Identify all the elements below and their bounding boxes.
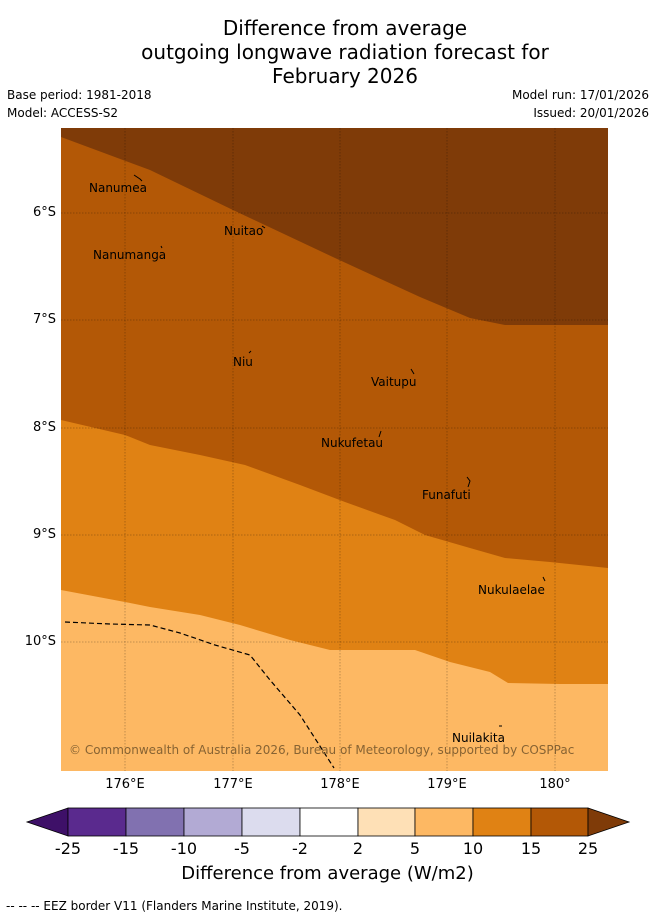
colorbar-tick: 15 <box>520 839 542 858</box>
place-label: Nuilakita <box>452 731 505 745</box>
y-tick-label: 6°S <box>32 205 56 220</box>
eez-legend-note: -- -- -- EEZ border V11 (Flanders Marine… <box>6 899 343 913</box>
colorbar-tick: -15 <box>112 839 140 858</box>
model-run: Model run: 17/01/2026 <box>511 88 649 102</box>
chart-title: Difference from average outgoing longwav… <box>0 16 655 88</box>
colorbar-segment <box>530 807 589 837</box>
colorbar-tick: 2 <box>352 839 364 858</box>
y-tick-label: 10°S <box>24 634 56 649</box>
colorbar-title: Difference from average (W/m2) <box>181 863 474 884</box>
title-line-1: Difference from average <box>222 16 468 40</box>
colorbar-segment <box>67 807 127 837</box>
place-label: Funafuti <box>422 488 471 502</box>
colorbar-tick: 5 <box>409 839 421 858</box>
title-line-2: outgoing longwave radiation forecast for <box>141 40 549 64</box>
place-label: Nuitao <box>224 224 263 238</box>
model-name: Model: ACCESS-S2 <box>7 106 119 120</box>
colorbar-segment <box>241 807 301 837</box>
place-label: Nanumea <box>89 181 147 195</box>
place-label: Nukulaelae <box>478 583 545 597</box>
nanumanga-island-icon <box>160 245 163 249</box>
nuitao-island-icon <box>261 225 266 229</box>
funafuti-island-icon <box>466 476 471 488</box>
colorbar-tick: -5 <box>234 839 250 858</box>
base-period: Base period: 1981-2018 <box>7 88 152 102</box>
issued-date: Issued: 20/01/2026 <box>533 106 649 120</box>
eez-border <box>64 621 335 769</box>
title-line-3: February 2026 <box>272 64 418 88</box>
y-tick-label: 9°S <box>32 527 56 542</box>
colorbar-tick: -10 <box>170 839 198 858</box>
colorbar-segment <box>299 807 359 837</box>
colorbar-segment <box>357 807 416 837</box>
copyright-notice: © Commonwealth of Australia 2026, Bureau… <box>69 743 574 757</box>
x-tick-label: 180° <box>539 777 571 792</box>
nukufetau-island-icon <box>378 430 382 438</box>
colorbar-segment <box>414 807 474 837</box>
colorbar-segment <box>125 807 185 837</box>
colorbar-low-extension <box>25 807 69 837</box>
colorbar-high-extension <box>587 807 631 837</box>
niu-island-icon <box>248 350 252 354</box>
x-tick-label: 179°E <box>427 777 467 792</box>
place-label: Niu <box>233 355 253 369</box>
colorbar-segment <box>472 807 532 837</box>
x-tick-label: 177°E <box>213 777 253 792</box>
vaitupu-island-icon <box>410 368 415 375</box>
colorbar-tick: -2 <box>292 839 308 858</box>
band-5-10 <box>61 590 608 771</box>
colorbar-tick: -25 <box>54 839 82 858</box>
nukulaelae-island-icon <box>542 576 546 582</box>
place-label: Nanumanga <box>93 248 166 262</box>
nanumea-island-icon <box>133 174 143 182</box>
y-tick-label: 8°S <box>32 420 56 435</box>
x-tick-label: 176°E <box>105 777 145 792</box>
colorbar-tick: 10 <box>462 839 484 858</box>
place-label: Nukufetau <box>321 436 383 450</box>
band-above-25 <box>61 128 608 325</box>
colorbar-tick: 25 <box>577 839 599 858</box>
y-tick-label: 7°S <box>32 312 56 327</box>
x-tick-label: 178°E <box>320 777 360 792</box>
place-label: Vaitupu <box>371 375 417 389</box>
colorbar-segment <box>183 807 243 837</box>
